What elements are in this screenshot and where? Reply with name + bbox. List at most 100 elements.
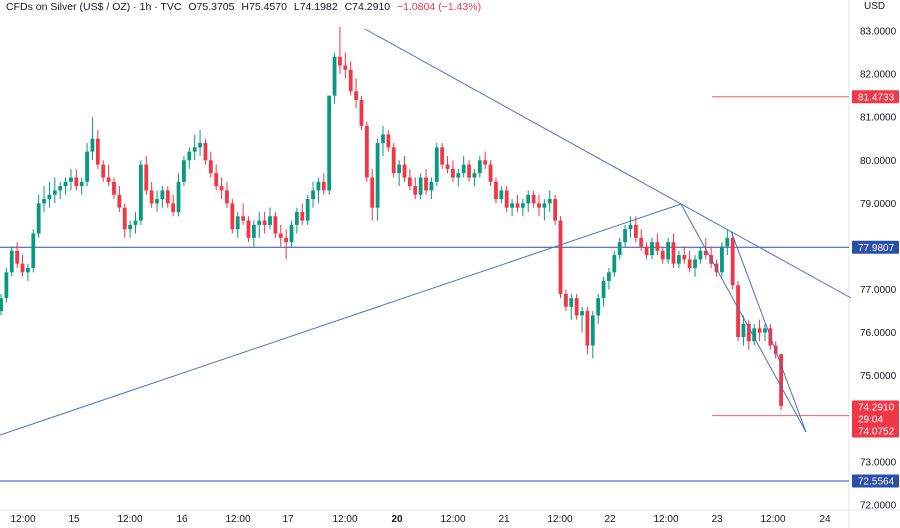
candle-body (144, 164, 149, 191)
candle-body (553, 199, 558, 221)
price-label-text: 77.9807 (858, 243, 895, 254)
candle-body (488, 164, 493, 182)
candle-body (348, 69, 353, 92)
candle-body (58, 186, 63, 191)
trendline[interactable] (0, 203, 682, 436)
candle-body (273, 216, 278, 234)
candle-body (122, 207, 127, 230)
candle-body (596, 298, 601, 316)
candle-body (112, 181, 116, 195)
candle-body (580, 311, 584, 316)
candle-body (467, 164, 471, 178)
candle-body (305, 199, 310, 221)
candle-body (74, 177, 79, 187)
candle-body (483, 160, 488, 165)
candle-body (752, 328, 757, 342)
trendline[interactable] (364, 28, 852, 299)
candle-body (278, 233, 283, 238)
candle-body (434, 147, 439, 182)
candle-body (558, 220, 563, 294)
candle-body (219, 186, 224, 191)
candle-body (187, 151, 192, 161)
y-tick-label: 80.0000 (860, 156, 897, 167)
candle-body (520, 203, 525, 208)
candle-body (477, 160, 482, 174)
candle-body (418, 177, 423, 195)
candle-body (182, 160, 186, 182)
candle-body (327, 95, 332, 191)
high-value: H75.4570 (241, 1, 287, 13)
candle-body (757, 328, 762, 333)
candle-body (402, 164, 407, 178)
candle-body (531, 194, 536, 204)
candle-body (36, 203, 41, 234)
x-tick-label: 17 (282, 514, 294, 525)
x-tick-label: 12:00 (760, 514, 785, 525)
candle-body (644, 246, 649, 256)
price-label-text: 29:04 (858, 415, 883, 426)
candle-body (397, 164, 402, 174)
candle-body (241, 216, 245, 221)
candle-body (257, 220, 262, 225)
candle-body (26, 268, 30, 273)
open-value: O75.3705 (188, 1, 235, 13)
candle-body (381, 134, 385, 144)
candle-body (155, 199, 159, 204)
trendline[interactable] (730, 230, 807, 433)
candle-body (424, 177, 428, 191)
candle-body (623, 229, 627, 243)
candle-body (612, 255, 617, 273)
candle-body (262, 220, 267, 225)
x-tick-label: 21 (498, 514, 510, 525)
x-tick-label: 15 (68, 514, 80, 525)
candle-body (208, 160, 213, 174)
candle-body (628, 224, 633, 230)
candle-body (456, 173, 461, 178)
candle-body (590, 315, 595, 346)
candle-body (128, 224, 133, 230)
candle-body (160, 190, 165, 200)
candle-body (95, 138, 100, 165)
candle-body (192, 147, 197, 152)
price-label-text: 74.2910 (858, 403, 895, 414)
candle-body (461, 164, 466, 174)
candle-body (225, 190, 229, 204)
candle-body (52, 190, 57, 195)
candle-body (386, 134, 391, 148)
candle-body (413, 186, 418, 195)
candle-body (214, 173, 219, 187)
candle-body (746, 324, 751, 342)
y-tick-label: 83.0000 (860, 27, 897, 38)
x-tick-label: 12:00 (117, 514, 142, 525)
candle-body (504, 190, 509, 208)
candle-body (268, 216, 272, 225)
price-label-badge (852, 240, 899, 254)
candle-body (15, 250, 20, 264)
candle-body (311, 190, 315, 200)
candle-body (537, 203, 541, 208)
candle-body (375, 143, 380, 208)
candle-body (289, 224, 294, 243)
candle-body (429, 181, 434, 191)
candle-body (4, 272, 9, 299)
candle-body (671, 242, 676, 264)
candle-body (472, 173, 477, 178)
candle-body (741, 324, 746, 337)
candle-body (9, 250, 14, 273)
candle-body (198, 143, 202, 148)
symbol-label: CFDs on Silver (US$ / OZ) · 1h · TVC (6, 1, 182, 13)
candle-body (633, 224, 638, 238)
candle-body (736, 285, 740, 337)
candle-body (101, 164, 106, 178)
candle-body (494, 181, 498, 200)
candle-body (338, 56, 342, 66)
candle-body (138, 164, 143, 221)
candle-body (730, 237, 735, 286)
trendline[interactable] (680, 203, 807, 433)
candle-body (703, 250, 708, 256)
candle-body (451, 168, 455, 178)
candle-body (251, 224, 256, 238)
x-tick-label: 20 (391, 514, 403, 525)
candle-body (725, 237, 730, 247)
